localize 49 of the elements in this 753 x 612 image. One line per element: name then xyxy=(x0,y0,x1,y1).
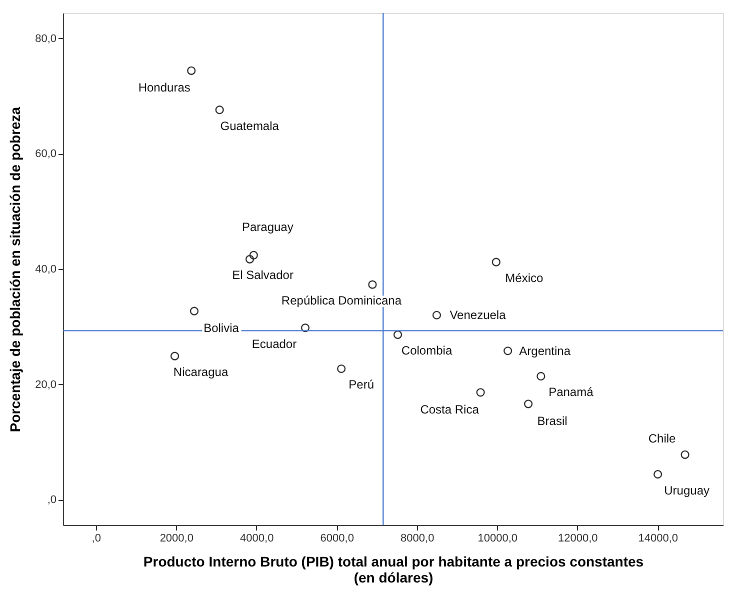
y-tick-label: 80,0 xyxy=(35,32,56,45)
text: El Salvador xyxy=(232,268,294,282)
y-axis-title: Porcentaje de población en situación de pobreza xyxy=(7,106,24,432)
point xyxy=(337,364,346,374)
point xyxy=(536,372,546,381)
text: Perú xyxy=(348,378,374,392)
x-tick-label: 2000,0 xyxy=(160,532,194,544)
point xyxy=(393,330,402,340)
x-tick-label: 6000,0 xyxy=(320,532,354,544)
y-tick-label: 40,0 xyxy=(35,264,56,276)
point xyxy=(368,280,377,289)
x-tick-label: ,0 xyxy=(92,532,101,544)
point xyxy=(249,250,258,260)
point xyxy=(215,106,224,114)
point xyxy=(653,470,662,479)
point xyxy=(504,346,512,356)
text: Paraguay xyxy=(242,220,294,234)
point xyxy=(492,258,500,266)
text: Panamá xyxy=(548,385,594,400)
point xyxy=(245,254,254,264)
text: Brasil xyxy=(537,414,568,428)
point xyxy=(170,352,180,360)
text: México xyxy=(505,271,544,286)
point xyxy=(187,66,196,75)
y-tick-label: 60,0 xyxy=(35,148,56,160)
text: Venezuela xyxy=(450,308,506,322)
point xyxy=(680,450,690,459)
text: Guatemala xyxy=(220,118,279,133)
text: Chile xyxy=(648,432,676,446)
text: Ecuador xyxy=(252,336,297,351)
x-tick-label: 12000,0 xyxy=(558,532,598,544)
x-tick-label: 4000,0 xyxy=(240,532,274,544)
point xyxy=(300,324,310,332)
point xyxy=(524,400,533,408)
y-tick-label: ,0 xyxy=(47,494,56,506)
point xyxy=(476,388,485,397)
text: Colombia xyxy=(401,344,452,358)
x-tick-label: 10000,0 xyxy=(478,532,518,544)
x-tick-label: 8000,0 xyxy=(400,532,434,544)
text: Argentina xyxy=(519,344,571,358)
y-tick-label: 20,0 xyxy=(35,378,56,391)
text: Nicaragua xyxy=(173,365,228,380)
text: Uruguay xyxy=(664,483,710,498)
text: Costa Rica xyxy=(420,402,479,416)
x-tick-label: 14000,0 xyxy=(638,532,678,544)
x-axis-title: Producto Interno Bruto (PIB) total anual por habitante a precios constantes (en dólares) xyxy=(143,554,644,586)
text: Honduras xyxy=(138,80,190,95)
point xyxy=(432,310,442,320)
point xyxy=(190,306,199,316)
